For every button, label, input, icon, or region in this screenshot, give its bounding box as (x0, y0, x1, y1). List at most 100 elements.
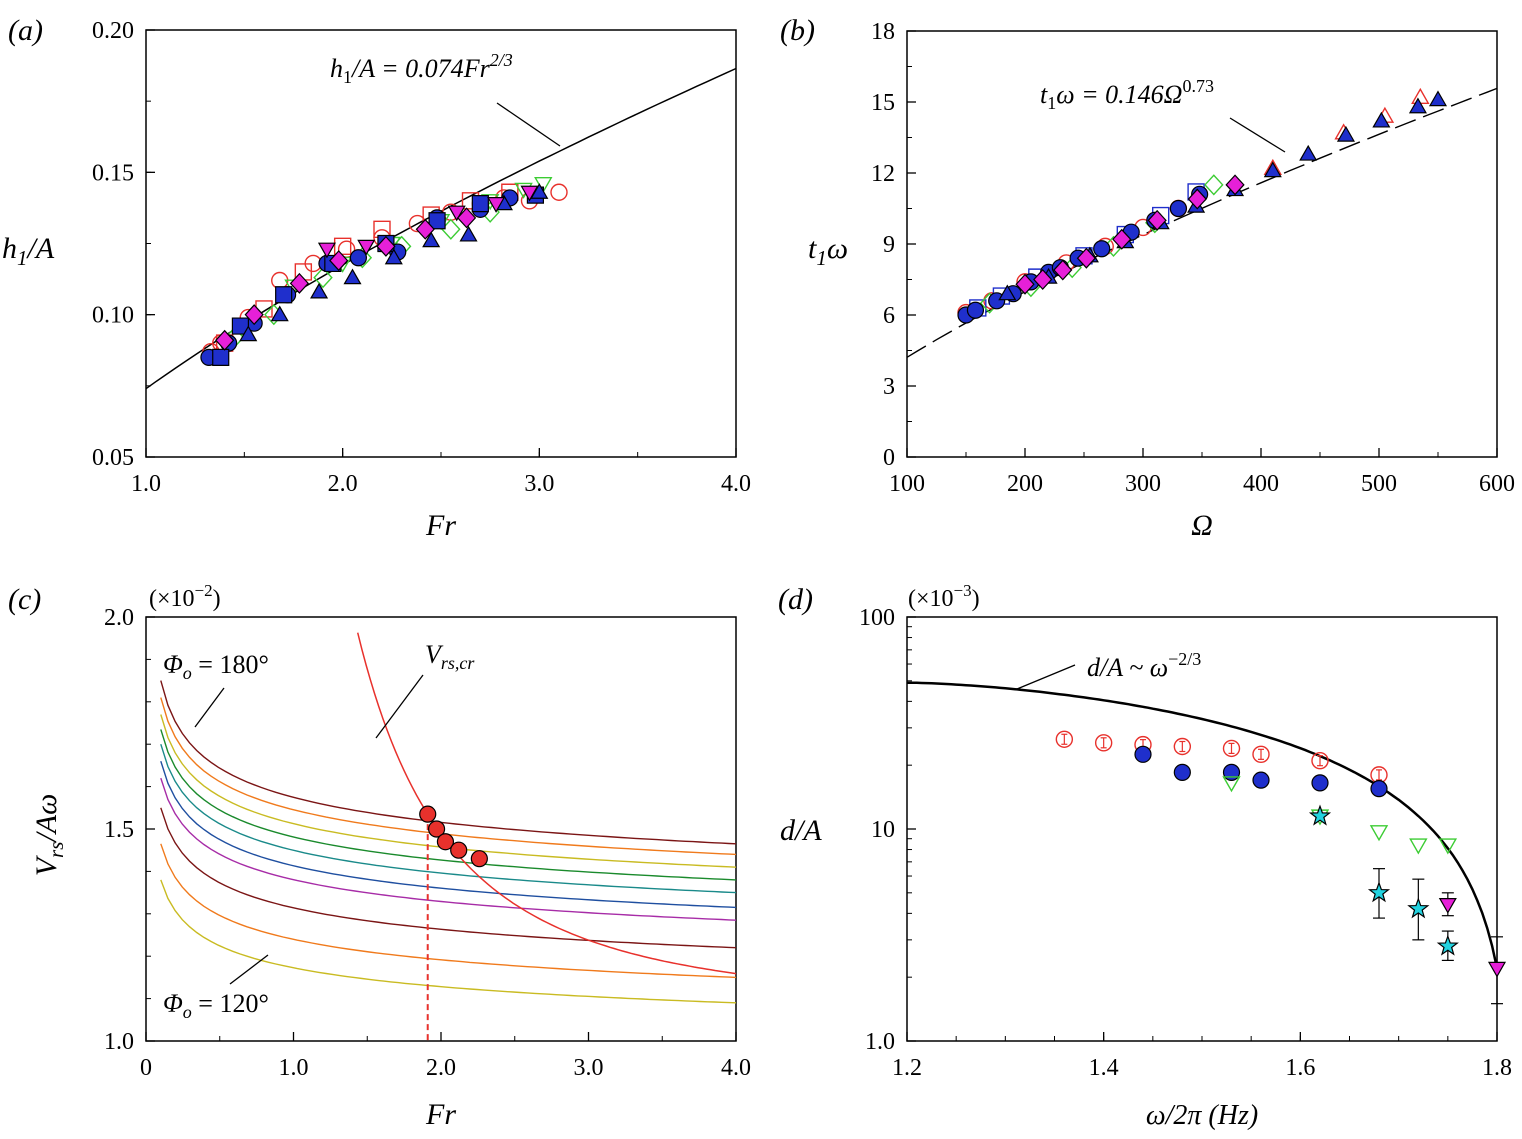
panel-d-y-label: d/A (780, 814, 822, 847)
panel-d-fit-annotation: d/A ~ ω−2/3 (1087, 649, 1201, 682)
y-tick-label: 1.0 (104, 1029, 134, 1055)
panel-a-ann-sub: 1 (343, 67, 352, 87)
panel-a-x-label: Fr (425, 509, 456, 542)
y-tick-label: 0.10 (92, 303, 134, 329)
panel-c-top-sub: o (183, 663, 192, 683)
data-point-filled-triangle (1263, 161, 1282, 178)
x-tick-label: 600 (1479, 471, 1515, 497)
panel-c-scale-end: ) (213, 586, 221, 612)
panel-a-points (200, 177, 568, 366)
data-point-filled-triangle-down (357, 239, 376, 256)
panel-c-critical-leader (375, 674, 424, 739)
y-tick-label: 6 (883, 303, 895, 329)
data-point-filled-diamond (1033, 269, 1053, 290)
data-point-open-square (294, 263, 313, 281)
panel-c-scale-base: (×10 (149, 586, 195, 612)
x-tick-label: 1.0 (131, 471, 161, 497)
fit-curve (906, 87, 1498, 358)
panel-d-points (1055, 730, 1507, 1005)
data-point-star (1436, 934, 1459, 956)
data-point-open-diamond (1204, 174, 1224, 196)
data-point-filled-diamond (1076, 247, 1096, 269)
phi-curve (160, 777, 737, 921)
critical-point (427, 820, 446, 838)
panel-d-ann-sup: −2/3 (1168, 649, 1201, 669)
panel-c-scale-sup: −2 (195, 581, 213, 600)
critical-curve (356, 632, 737, 975)
data-point-open-circle-err (1222, 739, 1241, 758)
data-point-open-circle-err (1173, 737, 1192, 756)
data-point-filled-diamond (1015, 273, 1035, 295)
data-point-filled-diamond (215, 329, 235, 351)
panel-d-x-label: ω/2π (Hz) (1146, 1100, 1258, 1131)
data-point-filled-circle (966, 301, 985, 319)
phi-curve (160, 843, 737, 979)
data-point-filled-diamond (244, 304, 264, 326)
x-tick-label: 100 (889, 471, 925, 497)
panel-c-y-main: V (30, 854, 63, 876)
data-point-star (1308, 804, 1332, 826)
panel-b-leader-line (1229, 117, 1286, 153)
data-point-filled-triangle-down (317, 242, 336, 259)
panel-d-axes: 1.2 1.4 1.6 1.8 1.0 10 100 (859, 605, 1512, 1081)
x-tick-label: 2.0 (328, 471, 358, 497)
panel-c-critical-points (419, 805, 488, 868)
data-point-filled-triangle (310, 282, 329, 299)
data-point-open-triangle-down (1369, 825, 1389, 842)
critical-point (419, 805, 437, 823)
y-tick-label: 1.0 (865, 1029, 895, 1055)
panel-d-label: (d) (778, 583, 813, 616)
panel-b-ann-omega: Ω (1164, 80, 1183, 109)
x-tick-label: 200 (1007, 471, 1043, 497)
data-point-filled-circle (1169, 199, 1188, 218)
y-tick-label: 0.20 (92, 18, 134, 44)
panel-c-top-leader (194, 687, 225, 728)
data-point-filled-triangle (1428, 90, 1448, 107)
data-point-filled-triangle (384, 248, 403, 265)
y-tick-label: 2.0 (104, 605, 134, 631)
data-point-filled-triangle (998, 284, 1017, 301)
y-tick-label: 100 (859, 605, 895, 631)
data-point-filled-diamond (456, 207, 477, 229)
data-point-filled-square (212, 348, 230, 366)
x-tick-label: 4.0 (721, 471, 751, 497)
panel-a-ann-sup: 2/3 (490, 50, 513, 70)
data-point-filled-triangle-down (487, 197, 506, 213)
panel-d-scale-note: (×10−3) (908, 581, 980, 612)
y-tick-label: 1.5 (104, 817, 134, 843)
panel-b-points (957, 87, 1448, 324)
panel-c-bot-val: = 120° (192, 989, 269, 1018)
data-point-filled-diamond (1112, 228, 1132, 250)
data-point-filled-circle (1370, 780, 1388, 798)
panel-a-label: (a) (8, 14, 43, 47)
panel-a-ann-mid: /A = 0.074 (350, 54, 464, 83)
panel-a-y-label: h1/A (2, 232, 55, 270)
critical-point (470, 850, 488, 868)
panel-d: (d) (×10−3) 1.2 1.4 1.6 1.8 1.0 10 100 ω/2π (H… (778, 581, 1512, 1131)
panel-c-vcr-sub: rs,cr (441, 653, 475, 673)
panel-c-vcr-main: V (425, 640, 444, 669)
panel-c-bottom-label: Φo = 120° (163, 989, 269, 1022)
panel-c-top-phi: Φ (163, 650, 183, 679)
data-point-filled-circle (1222, 763, 1241, 781)
y-tick-label: 12 (871, 161, 895, 187)
data-point-filled-triangle (239, 325, 258, 342)
data-point-filled-square (275, 286, 293, 304)
data-point-filled-triangle (422, 231, 441, 248)
x-tick-label: 1.2 (892, 1055, 922, 1081)
data-point-filled-triangle (270, 305, 289, 322)
data-point-filled-triangle-down (520, 185, 539, 202)
panel-b-ann-mid: ω = 0.146 (1056, 80, 1163, 109)
panel-d-fit-line (907, 681, 1499, 969)
data-point-open-triangle (1411, 87, 1430, 104)
data-point-filled-diamond (1147, 209, 1167, 231)
x-tick-label: 1.0 (279, 1055, 309, 1081)
panel-d-ann-main: d/A ~ ω (1087, 653, 1168, 682)
y-tick-label: 0.15 (92, 160, 134, 186)
panel-a-y-sub: 1 (17, 246, 28, 270)
panel-d-scale-end: ) (972, 586, 980, 612)
data-point-filled-triangle (1408, 97, 1427, 114)
panel-c-y-tail: /Aω (30, 794, 63, 844)
x-tick-label: 300 (1125, 471, 1161, 497)
y-tick-label: 0.05 (92, 445, 134, 471)
